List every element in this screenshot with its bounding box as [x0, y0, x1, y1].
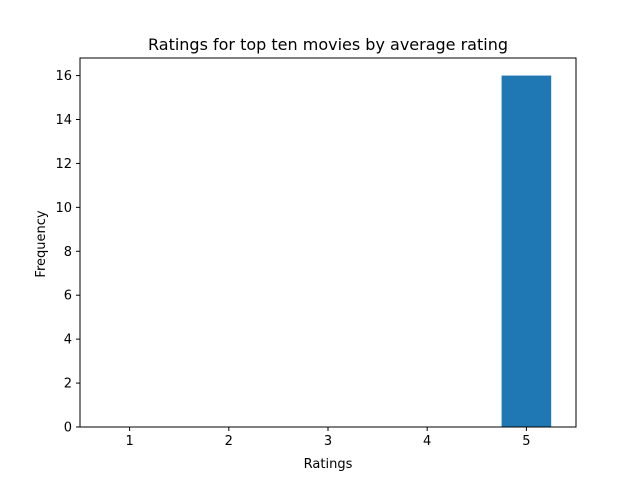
chart-title: Ratings for top ten movies by average ra…	[148, 35, 508, 54]
x-tick-label: 1	[125, 434, 133, 449]
y-tick-label: 16	[55, 69, 72, 84]
axes-frame	[79, 57, 577, 428]
y-tick-label: 6	[64, 289, 72, 304]
x-tick-label: 4	[423, 434, 431, 449]
y-tick-label: 14	[55, 113, 72, 128]
y-tick-label: 12	[55, 157, 72, 172]
x-tick-label: 2	[225, 434, 233, 449]
y-tick-label: 8	[64, 245, 72, 260]
bar-5	[501, 75, 552, 428]
x-tick-label: 3	[324, 434, 332, 449]
y-tick-label: 4	[64, 333, 72, 348]
y-tick-label: 2	[64, 377, 72, 392]
bars-group	[501, 75, 552, 428]
x-axis-label: Ratings	[304, 457, 353, 472]
x-tick-label: 5	[522, 434, 530, 449]
y-axis-label: Frequency	[34, 210, 49, 277]
x-axis-ticks: 1 2 3 4 5	[125, 427, 531, 449]
y-tick-label: 0	[64, 421, 72, 436]
y-tick-label: 10	[55, 201, 72, 216]
y-axis-ticks: 0 2 4 6 8 10 12 14 16	[55, 69, 80, 436]
